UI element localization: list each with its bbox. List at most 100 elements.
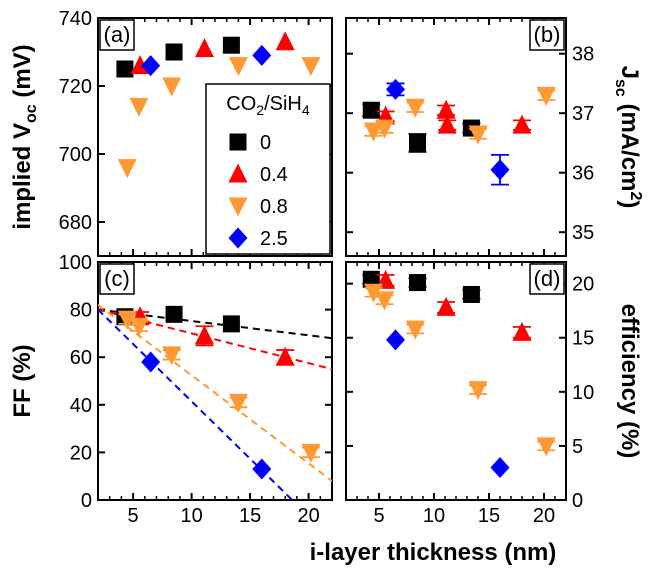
panel-a: 680 700 720 740 (a): [59, 8, 333, 257]
legend-title: CO2/SiH4: [226, 93, 310, 118]
x-tick-label: 15: [478, 505, 500, 527]
point-0: [116, 60, 134, 78]
panel-label: (b): [534, 22, 561, 47]
point-0-8: [162, 346, 182, 366]
x-tick-label: 10: [423, 505, 445, 527]
x-tick-label: 20: [297, 505, 319, 527]
point-0-8: [405, 320, 425, 340]
panel-label: (a): [104, 22, 131, 47]
y-tick-label: 680: [59, 212, 92, 234]
legend-marker-2-5: [228, 227, 248, 249]
fit-line-0-8: [98, 304, 332, 482]
point-2-5: [252, 458, 272, 480]
x-tick-label: 10: [180, 505, 202, 527]
y-axis-label-jsc: Jsc (mA/cm2): [612, 66, 644, 209]
legend-marker-0-4: [228, 163, 248, 183]
panel-label-box: [99, 19, 135, 51]
point-0-8: [364, 283, 383, 303]
legend-marker-0-8: [228, 197, 248, 217]
point-0: [409, 274, 426, 292]
y-tick-label: 35: [572, 222, 594, 244]
y-tick-label: 60: [70, 347, 92, 369]
y-tick-label: 20: [70, 442, 92, 464]
point-0-8: [228, 57, 248, 77]
y-tick-label: 740: [59, 8, 92, 30]
point-0-8: [375, 291, 394, 311]
point-0: [165, 43, 183, 61]
fit-line-2-5: [98, 308, 293, 500]
point-2-5: [252, 44, 272, 66]
y-tick-label: 15: [572, 328, 594, 350]
x-tick-label: 20: [533, 505, 555, 527]
x-axis-label: i-layer thickness (nm): [310, 539, 557, 566]
point-0-4: [275, 346, 295, 366]
point-0-4: [275, 31, 295, 51]
panel-label: (d): [534, 266, 561, 291]
panel-c: 5 10 15 20 0 20 40 60 80 100 (c): [59, 252, 333, 527]
point-0-4: [194, 38, 214, 58]
legend: CO2/SiH4 0 0.4 0.8 2.5: [205, 83, 331, 255]
point-2-5: [490, 457, 510, 479]
point-0-8: [301, 57, 321, 77]
y-tick-label: 80: [70, 300, 92, 322]
point-0-8: [536, 86, 556, 106]
point-0: [462, 285, 480, 303]
legend-box: [205, 83, 331, 255]
panel-label-box: [529, 19, 565, 51]
point-0-8: [301, 443, 321, 463]
point-0-8: [228, 393, 248, 413]
y-axis-label-voc: implied Voc (mV): [9, 44, 40, 229]
y-tick-label: 0: [81, 490, 92, 512]
y-tick-label: 20: [572, 274, 594, 296]
legend-label: 0.4: [260, 164, 288, 186]
y-tick-label: 5: [572, 436, 583, 458]
point-0: [222, 36, 240, 54]
point-0-8: [405, 98, 425, 118]
legend-label: 0.8: [260, 196, 288, 218]
y-tick-label: 40: [70, 395, 92, 417]
panel-b: 35 36 37 38 (b): [345, 17, 594, 257]
point-0: [222, 315, 240, 333]
point-2-5: [141, 351, 161, 373]
point-0-8: [162, 77, 182, 97]
point-0-4: [512, 321, 532, 341]
y-tick-label: 700: [59, 144, 92, 166]
point-0-4: [194, 325, 214, 345]
y-axis-label-efficiency: efficiency (%): [616, 304, 643, 459]
panel-label-box: [99, 263, 135, 295]
point-0: [409, 134, 426, 152]
y-tick-label: 36: [572, 163, 594, 185]
point-2-5: [386, 78, 405, 100]
point-0-8: [375, 119, 394, 139]
y-tick-label: 38: [572, 44, 594, 66]
point-0: [362, 101, 380, 119]
point-0-8: [117, 159, 137, 179]
point-0-8: [129, 97, 149, 117]
point-0-8: [468, 125, 488, 145]
point-0: [362, 270, 380, 288]
y-tick-label: 100: [59, 252, 92, 274]
point-0-4: [436, 99, 456, 119]
point-0-4: [436, 296, 456, 316]
point-0-8: [364, 122, 383, 142]
point-0: [165, 305, 183, 323]
y-tick-label: 37: [572, 103, 594, 125]
point-0-8: [129, 317, 149, 337]
panel-d: 5 10 15 20 0 5 10 15 20 (d): [345, 261, 594, 527]
x-tick-label: 5: [373, 505, 384, 527]
y-tick-label: 10: [572, 382, 594, 404]
legend-label: 0: [260, 132, 271, 154]
point-0-8: [536, 437, 556, 457]
panel-label: (c): [104, 266, 130, 291]
legend-marker-0: [229, 133, 247, 151]
x-tick-label: 15: [239, 505, 261, 527]
panel-label-box: [529, 263, 565, 295]
point-0-8: [468, 381, 488, 401]
y-tick-label: 0: [572, 490, 583, 512]
point-2-5: [490, 159, 510, 181]
point-2-5: [386, 329, 405, 351]
y-tick-label: 720: [59, 76, 92, 98]
point-2-5: [141, 55, 161, 77]
legend-label: 2.5: [260, 228, 288, 250]
